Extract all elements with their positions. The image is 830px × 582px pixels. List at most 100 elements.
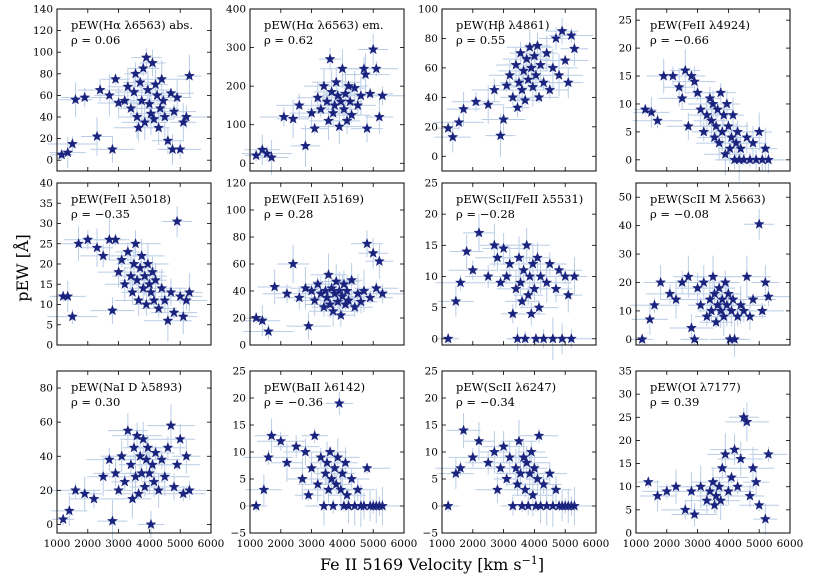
- y-tick-label: 10: [619, 305, 632, 317]
- data-point: [695, 299, 707, 310]
- data-point: [753, 126, 765, 137]
- data-point: [133, 294, 145, 306]
- data-point: [518, 451, 530, 463]
- data-point: [159, 111, 171, 122]
- panel-rho: ρ = 0.55: [456, 33, 505, 47]
- data-point: [361, 237, 373, 249]
- y-tick-label: 20: [619, 435, 632, 447]
- panel-frame: [56, 370, 212, 534]
- panel-rho: ρ = −0.36: [264, 395, 323, 409]
- y-tick-label: −5: [423, 528, 438, 540]
- y-tick-label: 30: [40, 218, 53, 230]
- data-point: [146, 266, 158, 277]
- data-point: [482, 457, 494, 468]
- data-point: [131, 430, 143, 441]
- data-point: [454, 276, 466, 288]
- x-tick-label: 6000: [777, 538, 804, 550]
- x-tick-label: 1000: [44, 538, 71, 550]
- data-point: [488, 239, 500, 250]
- data-point: [458, 103, 470, 114]
- y-tick-label: 20: [619, 277, 632, 289]
- panel-rho: ρ = 0.06: [71, 33, 120, 47]
- panel-7: 0 5 10 15 20 25 pEW(ScII/FeII λ5531)ρ = −0.28: [425, 178, 597, 360]
- data-point: [544, 84, 556, 95]
- data-point: [735, 142, 747, 154]
- data-point: [370, 282, 382, 293]
- y-tick-label: 60: [40, 417, 53, 429]
- data-point: [332, 296, 344, 307]
- data-point: [721, 98, 733, 109]
- y-tick-label: 100: [226, 119, 246, 131]
- x-tick-label: 5000: [167, 538, 194, 550]
- panel-5: 0 5 10 15 20 25 30 35 40 pEW(FeII λ5018)ρ = −0.35: [40, 178, 212, 352]
- data-point: [250, 149, 262, 161]
- data-point: [515, 467, 527, 479]
- x-tick-label: 6000: [198, 538, 225, 550]
- error-bars: [50, 404, 211, 543]
- data-point: [346, 274, 358, 285]
- y-tick-label: 80: [425, 33, 438, 45]
- data-point: [94, 84, 106, 95]
- y-tick-label: 25: [425, 366, 438, 378]
- data-point: [707, 476, 719, 487]
- y-tick-label: 20: [40, 485, 53, 497]
- data-point: [707, 271, 719, 282]
- data-point: [319, 285, 331, 296]
- y-tick-label: 20: [40, 259, 53, 271]
- data-point: [91, 242, 103, 253]
- data-point: [652, 114, 664, 126]
- data-point: [762, 290, 774, 302]
- data-point: [299, 282, 311, 293]
- data-point: [516, 295, 528, 307]
- data-point: [91, 130, 103, 142]
- data-point: [636, 333, 648, 344]
- data-point: [527, 81, 539, 92]
- data-point: [450, 467, 462, 479]
- data-point: [718, 310, 730, 322]
- y-tick-label: 0: [46, 519, 53, 531]
- data-points: [442, 227, 580, 344]
- data-point: [177, 116, 189, 128]
- data-point: [507, 91, 519, 103]
- data-point: [131, 111, 143, 122]
- y-tick-label: 0: [46, 155, 53, 167]
- y-tick-label: 10: [233, 447, 246, 459]
- data-point: [376, 90, 388, 101]
- data-point: [171, 215, 183, 227]
- data-point: [326, 282, 338, 293]
- data-point: [364, 291, 376, 303]
- data-point: [759, 142, 771, 154]
- panel-label: pEW(ScII/FeII λ5531): [456, 192, 583, 206]
- data-point: [309, 294, 321, 306]
- data-point: [336, 290, 348, 302]
- data-point: [535, 59, 547, 70]
- data-point: [495, 276, 507, 288]
- data-point: [119, 95, 131, 106]
- data-point: [719, 148, 731, 159]
- data-point: [110, 73, 122, 84]
- data-point: [335, 309, 347, 320]
- data-point: [180, 111, 192, 122]
- data-point: [262, 325, 274, 337]
- data-point: [180, 294, 192, 306]
- data-point: [759, 513, 771, 524]
- data-point: [303, 489, 315, 500]
- y-tick-label: 20: [425, 209, 438, 221]
- y-tick-label: 140: [33, 4, 53, 16]
- data-point: [73, 237, 85, 249]
- y-tick-label: 10: [425, 271, 438, 283]
- y-tick-label: −5: [231, 528, 246, 540]
- data-point: [153, 484, 165, 496]
- data-point: [333, 397, 345, 409]
- data-point: [735, 299, 747, 310]
- data-point: [140, 51, 152, 63]
- data-point: [698, 276, 710, 288]
- panel-rho: ρ = 0.28: [264, 207, 313, 221]
- data-point: [63, 505, 75, 516]
- data-point: [330, 76, 342, 87]
- data-point: [150, 447, 162, 458]
- x-axis-title-end: ]: [538, 555, 544, 574]
- data-point: [318, 500, 330, 511]
- data-point: [701, 310, 713, 322]
- data-point: [530, 69, 542, 80]
